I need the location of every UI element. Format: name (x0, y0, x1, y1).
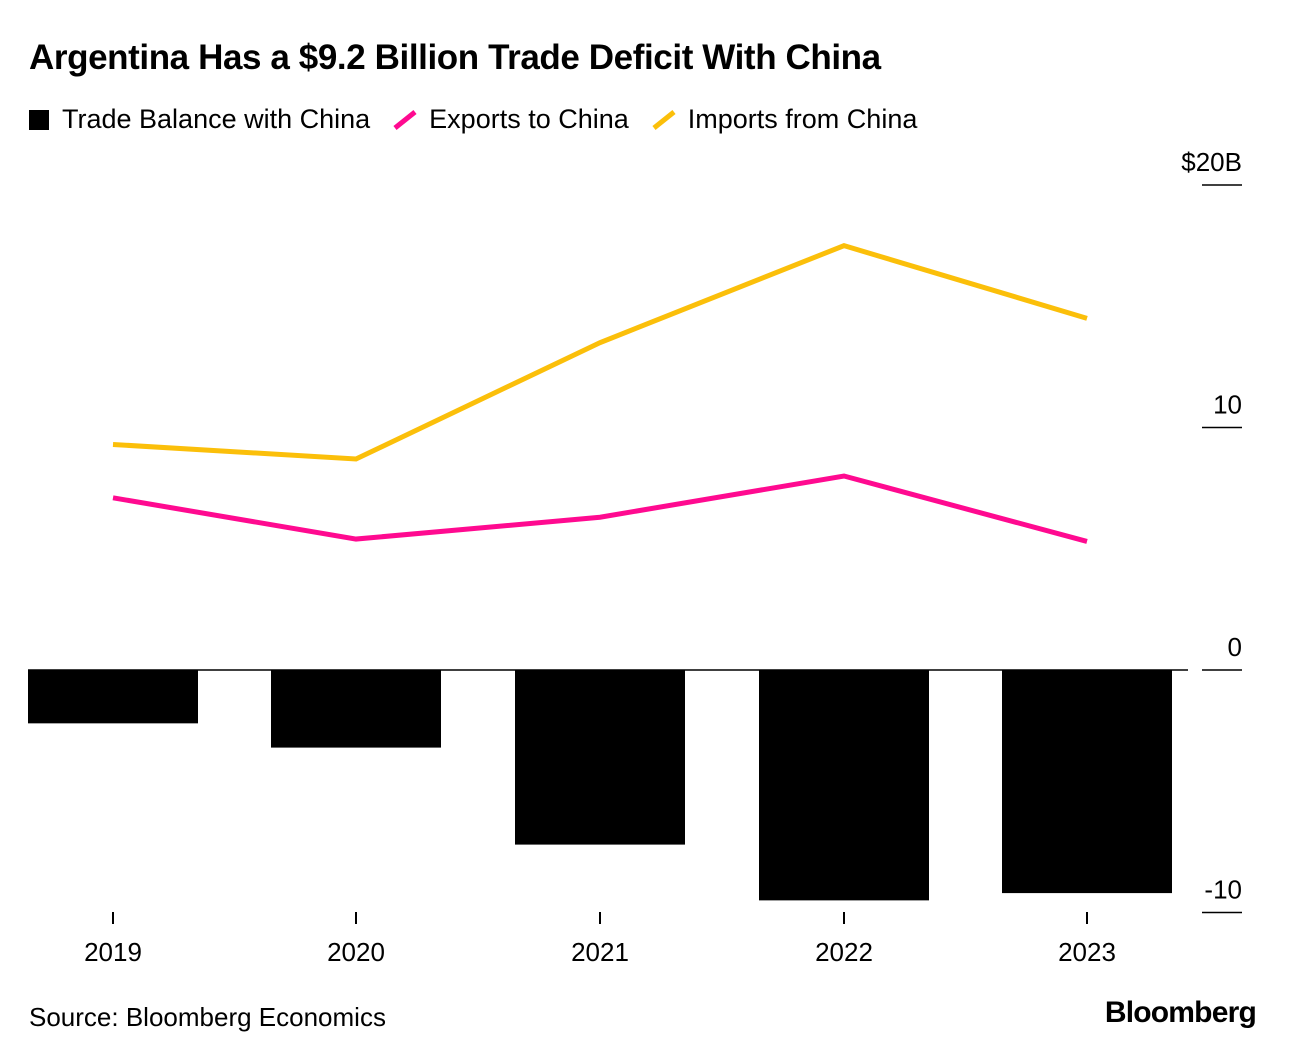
legend-label-imports: Imports from China (687, 104, 918, 134)
legend-swatch-imports (652, 109, 676, 130)
bar-trade-balance-2021 (515, 670, 685, 845)
bar-trade-balance-2019 (28, 670, 198, 724)
y-tick-label-10: 10 (1213, 390, 1242, 420)
x-tick-label-2021: 2021 (571, 937, 629, 967)
legend-swatch-exports (393, 109, 417, 130)
x-tick-label-2020: 2020 (327, 937, 385, 967)
x-tick-label-2022: 2022 (815, 937, 873, 967)
y-tick-label-20: $20B (1181, 147, 1242, 177)
legend-item-imports: Imports from China (651, 104, 918, 135)
legend: Trade Balance with China Exports to Chin… (29, 104, 939, 135)
legend-swatch-trade-balance (29, 109, 49, 130)
bar-trade-balance-2023 (1002, 670, 1172, 894)
legend-item-trade-balance: Trade Balance with China (29, 104, 370, 135)
bloomberg-logo: Bloomberg (1104, 996, 1257, 1029)
legend-label-exports: Exports to China (429, 104, 629, 134)
chart-title: Argentina Has a $9.2 Billion Trade Defic… (29, 38, 881, 77)
bar-trade-balance-2022 (759, 670, 929, 901)
source-note: Source: Bloomberg Economics (29, 1002, 386, 1032)
line-imports (112, 242, 1088, 462)
bar-trade-balance-2020 (271, 670, 441, 748)
x-tick-label-2023: 2023 (1058, 937, 1116, 967)
y-tick-label--10: -10 (1204, 875, 1242, 905)
x-tick-label-2019: 2019 (84, 937, 142, 967)
line-exports (112, 473, 1088, 544)
legend-item-exports: Exports to China (392, 104, 629, 135)
legend-label-trade-balance: Trade Balance with China (62, 104, 371, 134)
y-tick-label-0: 0 (1228, 632, 1242, 662)
